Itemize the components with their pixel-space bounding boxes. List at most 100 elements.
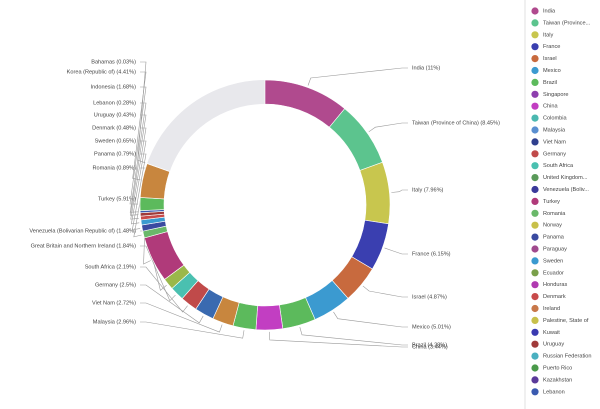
legend-swatch [531,66,539,75]
legend-label: Ireland [543,306,560,312]
slice-label: Mexico (5.01%) [412,324,451,330]
legend-swatch [531,102,539,110]
slice-label: Romania (0.89%) [92,165,136,171]
legend-swatch [531,114,539,122]
legend-label: Honduras [543,282,567,288]
legend-label: Norway [543,223,562,229]
legend-label: Turkey [543,199,560,205]
donut-slice [255,304,284,331]
legend-swatch [531,328,539,336]
leader-line [362,285,408,298]
legend-swatch [531,209,539,217]
legend-swatch [531,388,539,396]
slice-label: Denmark (0.48%) [92,125,136,131]
legend-swatch [531,221,539,229]
leader-line [132,71,147,181]
legend-label: Denmark [543,294,566,300]
legend-swatch [531,352,539,360]
leader-line [368,122,408,133]
legend-label: Germany [543,151,566,157]
legend-swatch [531,185,539,194]
legend-swatch [531,269,539,277]
legend-label: Sweden [543,258,563,264]
legend-swatch [531,43,539,51]
slice-label: Bahamas (0.03%) [91,59,136,65]
leader-line [269,331,408,348]
legend-swatch [531,19,539,27]
legend-label: United Kingdom... [543,175,588,181]
legend-label: Russian Federation [543,354,592,360]
slice-label: Uruguay (0.43%) [94,112,136,118]
legend-label: South Africa [543,163,574,169]
legend-swatch [531,364,539,372]
donut-slice [328,108,383,171]
leader-line [130,140,147,225]
leader-line [307,67,408,86]
legend-label: China [543,104,559,110]
legend-label: Paraguay [543,246,567,252]
donut-slice [139,197,165,211]
legend-label: Ecuador [543,270,564,276]
slice-label: Germany (2.5%) [95,282,136,288]
leader-line [140,245,176,302]
leader-line [137,61,147,164]
leader-line [140,284,204,324]
slice-label: South Africa (2.19%) [85,264,136,270]
legend-swatch [531,78,539,86]
leader-line [299,327,408,346]
legend-swatch [531,233,539,241]
slice-label: Great Britain and Northern Ireland (1.84… [31,243,137,249]
slice-label: Brazil (4.28%) [412,342,447,348]
legend-label: Romania [543,211,566,217]
leader-line [130,127,147,220]
legend-label: Singapore [543,92,569,98]
legend-label: Mexico [543,68,561,74]
leader-line [131,153,147,231]
leader-line [333,311,408,328]
legend-label: Brazil [543,80,557,86]
slice-label: India (11%) [412,65,440,71]
slice-label: Indonesia (1.68%) [91,84,137,90]
legend-swatch [531,138,539,146]
legend-swatch [531,281,539,289]
legend-label: Kuwait [543,330,560,336]
leader-line [130,114,147,216]
legend-label: India [543,8,556,14]
slice-label: Viet Nam (2.72%) [92,300,136,306]
legend-label: Puerto Rico [543,365,572,371]
legend-label: Venezuela (Boliv... [543,187,589,193]
slice-label: Taiwan (Province of China) (8.45%) [412,120,500,126]
slice-label: Korea (Republic of) (4.41%) [67,69,136,75]
legend-swatch [531,31,539,39]
legend-label: Malaysia [543,127,566,133]
slice-label: Italy (7.96%) [412,187,444,193]
legend-swatch [531,126,539,134]
leader-line [140,266,188,313]
legend-label: Lebanon [543,389,565,395]
legend-swatch [531,90,539,98]
slice-label: China (3.44%) [412,344,448,350]
legend-label: Taiwan (Province... [543,20,591,26]
legend-swatch [531,150,539,158]
donut-slice [264,79,346,128]
legend-label: Viet Nam [543,139,566,145]
donut-slice [359,161,391,225]
leader-line [140,302,223,333]
legend-label: Uruguay [543,342,564,348]
legend-swatch [531,197,539,205]
slice-label: Sweden (0.65%) [95,138,136,144]
slice-label: Venezuela (Bolivarian Republic of) (1.48… [29,228,136,234]
slice-label: France (6.15%) [412,251,451,257]
leader-line [384,247,408,255]
legend-label: Kazakhstan [543,377,572,383]
slice-label: Malaysia (2.96%) [93,319,136,325]
legend-swatch [531,316,539,324]
legend-swatch [531,304,539,313]
leader-line [391,189,408,193]
legend-label: Italy [543,32,553,38]
leader-line [140,321,245,339]
legend-label: Panama [543,235,565,241]
legend-swatch [531,376,539,384]
